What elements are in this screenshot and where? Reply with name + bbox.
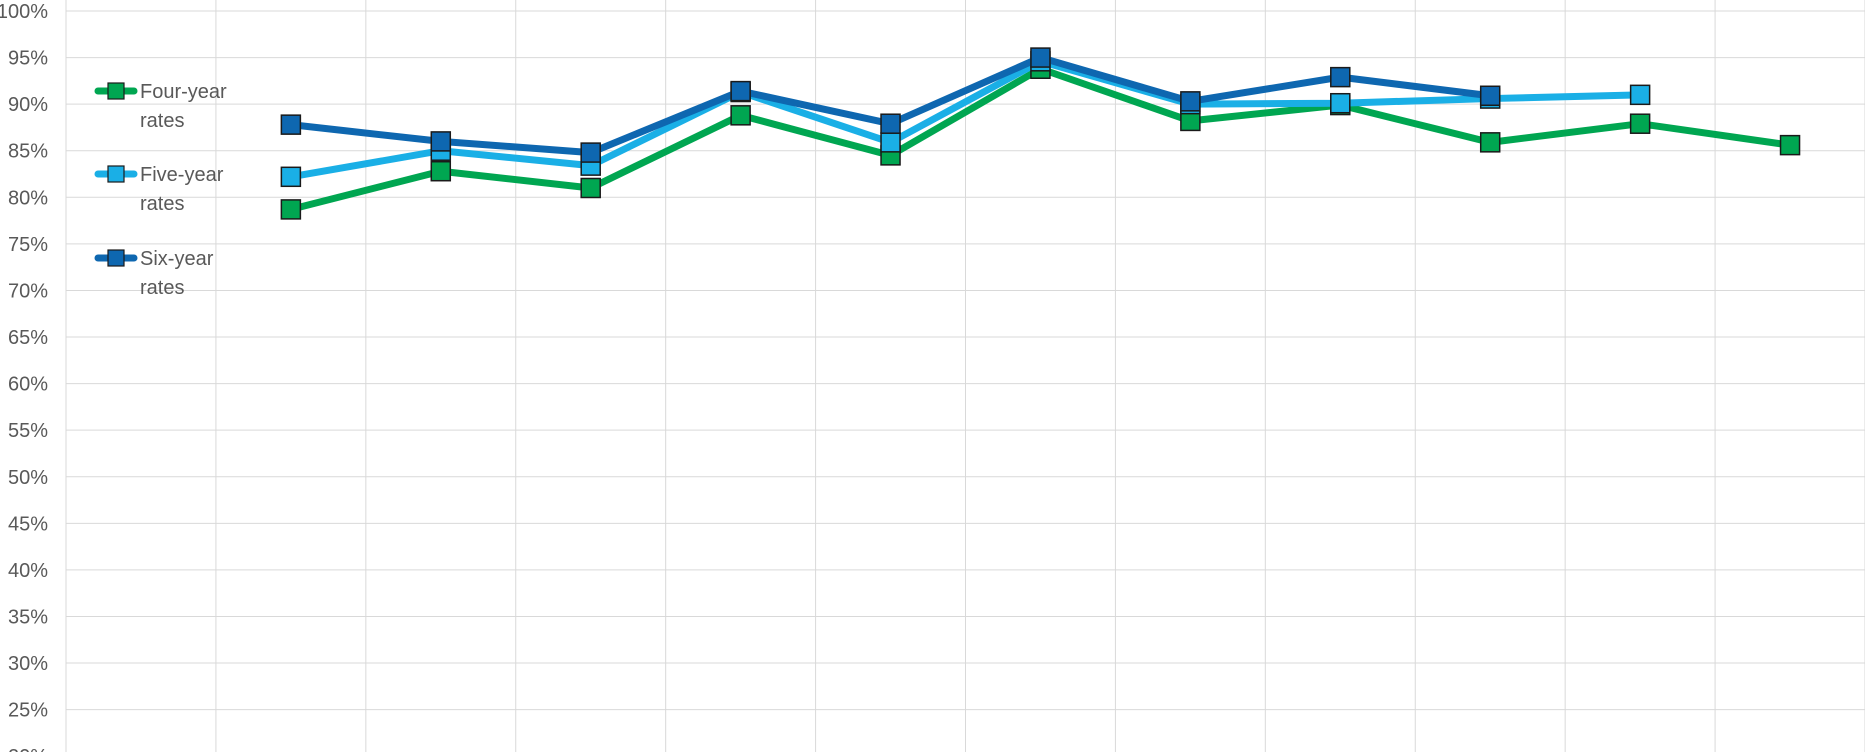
data-point-marker xyxy=(280,199,302,220)
y-tick-label: 25% xyxy=(8,700,48,722)
y-axis-tick-labels: 20% 25% 30% 35% 40% 45% 50% 55% 60% 65% 70% 75% 80% 8… xyxy=(0,1,48,752)
series-line xyxy=(287,57,1644,181)
data-point-marker xyxy=(1479,85,1501,107)
data-point-marker xyxy=(580,177,601,199)
series-3 xyxy=(280,47,1501,163)
legend-label: Five-year xyxy=(140,164,224,186)
data-point-marker xyxy=(580,142,601,163)
legend-label: Four-year xyxy=(140,81,227,103)
data-point-marker xyxy=(1629,113,1651,134)
y-tick-label: 30% xyxy=(8,653,48,675)
legend-label: rates xyxy=(140,277,184,299)
y-tick-label: 55% xyxy=(8,420,48,442)
y-tick-label: 45% xyxy=(8,513,48,535)
legend: Four-year rates Five-year rates Six-year rate… xyxy=(94,81,227,299)
data-point-marker xyxy=(1030,47,1051,68)
y-tick-label: 35% xyxy=(8,606,48,628)
y-tick-label: 90% xyxy=(8,94,48,116)
data-point-marker xyxy=(730,80,751,102)
y-tick-label: 80% xyxy=(8,187,48,209)
data-point-marker xyxy=(280,166,302,188)
y-tick-label: 60% xyxy=(8,374,48,396)
legend-swatch-marker xyxy=(107,82,125,100)
data-point-marker xyxy=(1180,91,1201,112)
series-lines xyxy=(280,47,1801,220)
legend-swatch-marker xyxy=(107,165,125,183)
data-point-marker xyxy=(880,113,901,134)
data-point-marker xyxy=(430,160,452,182)
y-tick-label: 50% xyxy=(8,467,48,489)
y-tick-label: 65% xyxy=(8,327,48,349)
legend-label: rates xyxy=(140,110,184,132)
legend-entry: Four-year rates xyxy=(94,81,227,132)
y-tick-label: 100% xyxy=(0,1,48,23)
data-point-marker xyxy=(1330,66,1351,88)
y-tick-label: 20% xyxy=(8,746,48,752)
legend-entry: Five-year rates xyxy=(94,164,224,215)
data-point-marker xyxy=(1779,134,1801,156)
y-tick-label: 70% xyxy=(8,280,48,302)
data-point-marker xyxy=(1629,84,1651,106)
data-point-marker xyxy=(880,132,901,153)
y-tick-label: 95% xyxy=(8,48,48,70)
legend-swatch-marker xyxy=(107,249,125,267)
y-tick-label: 85% xyxy=(8,141,48,163)
series-1 xyxy=(280,58,1801,220)
data-point-marker xyxy=(1479,132,1501,153)
data-point-marker xyxy=(430,131,452,152)
y-tick-label: 75% xyxy=(8,234,48,256)
data-point-marker xyxy=(1330,92,1351,114)
legend-entry: Six-year rates xyxy=(94,248,214,299)
legend-label: rates xyxy=(140,193,184,215)
data-point-marker xyxy=(730,105,751,126)
legend-label: Six-year xyxy=(140,248,214,270)
y-tick-label: 40% xyxy=(8,560,48,582)
data-point-marker xyxy=(280,114,302,135)
